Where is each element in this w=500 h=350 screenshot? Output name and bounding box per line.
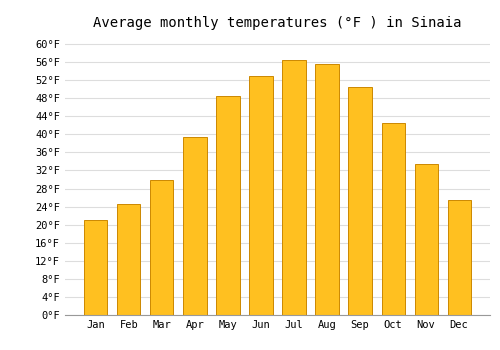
Bar — [316, 64, 338, 315]
Title: Average monthly temperatures (°F ) in Sinaia: Average monthly temperatures (°F ) in Si… — [93, 16, 462, 30]
Bar — [84, 220, 108, 315]
Bar — [382, 123, 404, 315]
Bar — [118, 204, 141, 315]
Bar — [282, 60, 306, 315]
Bar — [414, 164, 438, 315]
Bar — [448, 200, 470, 315]
Bar — [250, 76, 272, 315]
Bar — [348, 87, 372, 315]
Bar — [184, 136, 206, 315]
Bar — [150, 180, 174, 315]
Bar — [216, 96, 240, 315]
